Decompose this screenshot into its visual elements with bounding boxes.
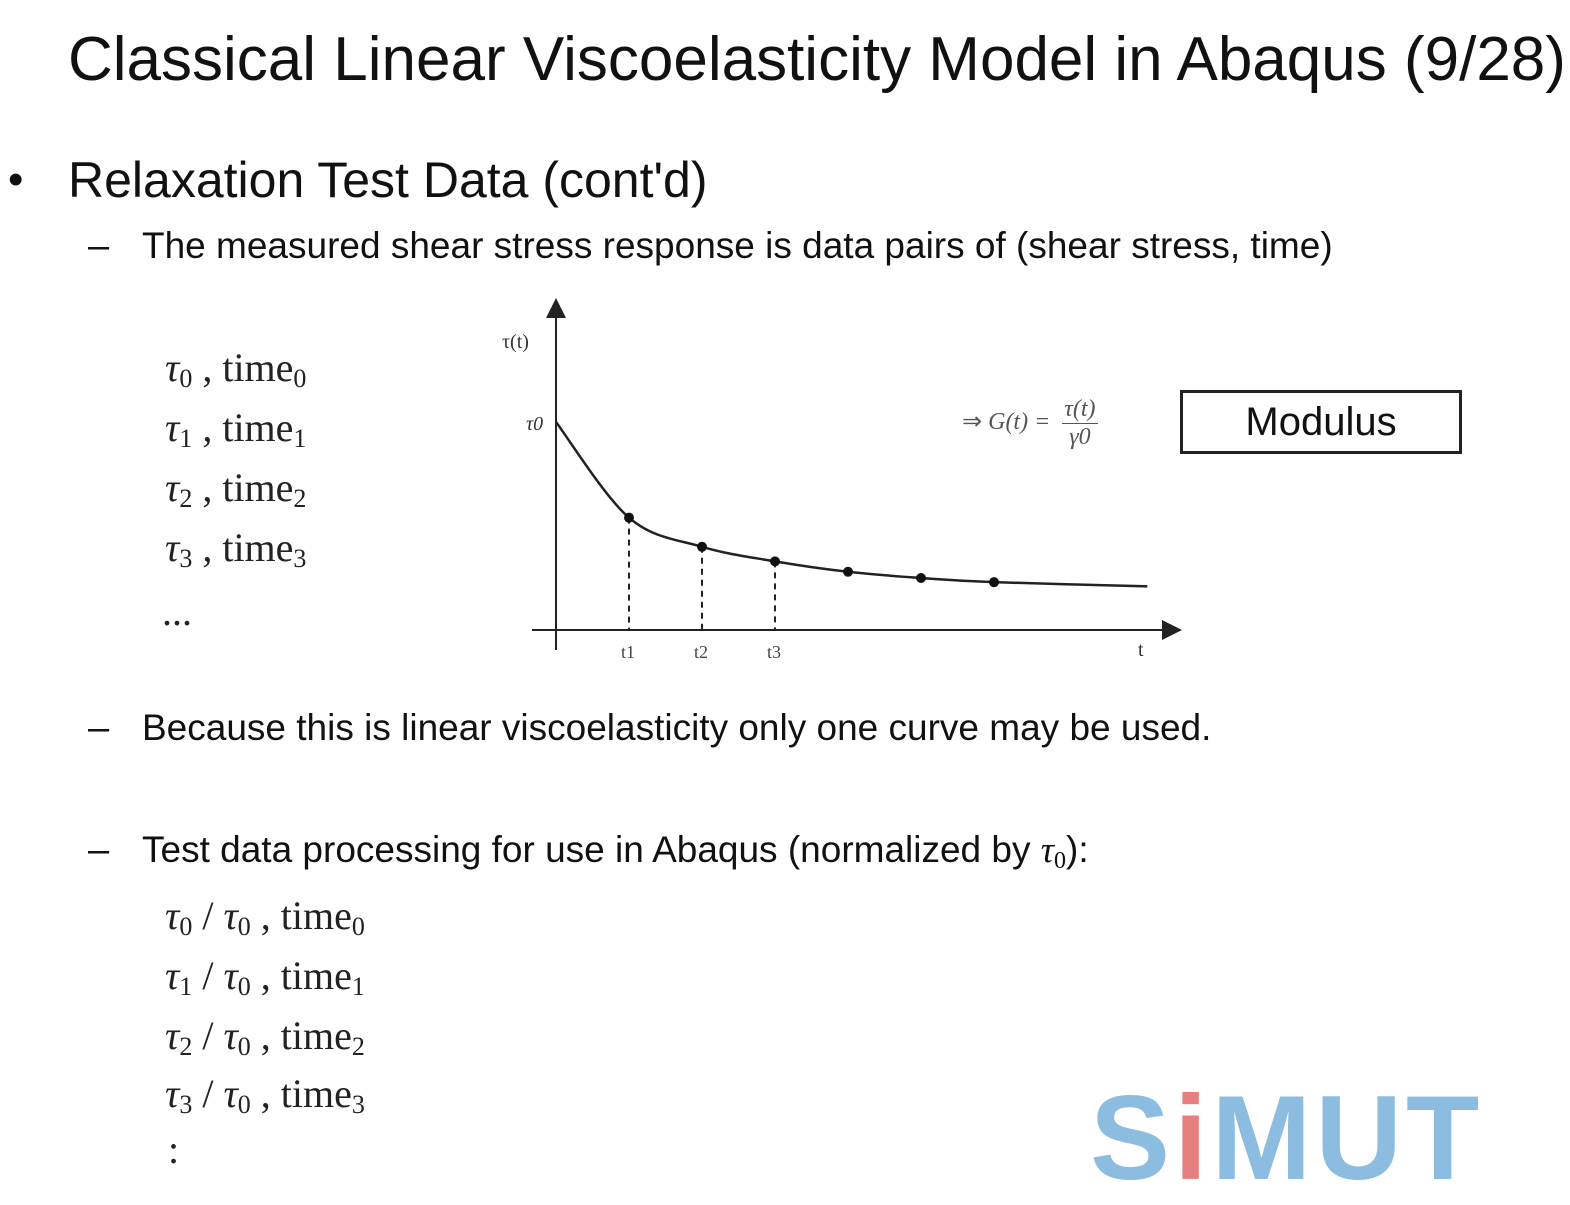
data-point-3 xyxy=(843,566,853,577)
normalized-pair-0: τ0 / τ0 , time0 xyxy=(165,893,365,942)
x-axis-label: t xyxy=(1138,639,1144,661)
data-point-0 xyxy=(624,512,634,523)
sub-point-processing: Test data processing for use in Abaqus (… xyxy=(142,829,1089,875)
normalized-pair-1: τ1 / τ0 , time1 xyxy=(165,953,365,1002)
data-point-4 xyxy=(916,573,926,583)
formula-numerator: τ(t) xyxy=(1062,396,1098,424)
bullet-dot: • xyxy=(8,155,24,204)
normalized-pair-2: τ2 / τ0 , time2 xyxy=(165,1013,365,1062)
data-point-2 xyxy=(770,556,780,567)
bullet-heading: Relaxation Test Data (cont'd) xyxy=(68,152,708,208)
raw-ellipsis: ... xyxy=(162,589,192,634)
y-tick-tau0: τ0 xyxy=(526,413,543,435)
raw-pair-3: τ3 , time3 xyxy=(165,525,307,574)
dash-marker: – xyxy=(88,225,110,267)
x-tick-label-2: t2 xyxy=(694,642,708,662)
normalized-ellipsis: : xyxy=(168,1127,180,1172)
dash-marker: – xyxy=(88,829,110,871)
raw-pair-0: τ0 , time0 xyxy=(165,345,307,394)
y-axis-label: τ(t) xyxy=(502,331,529,353)
x-tick-label-1: t1 xyxy=(621,642,635,662)
formula-lhs: G(t) = xyxy=(988,409,1051,436)
raw-pair-1: τ1 , time1 xyxy=(165,405,307,454)
formula-denominator: γ0 xyxy=(1069,424,1091,450)
dash-marker: – xyxy=(88,707,110,749)
implies-arrow: ⇒ xyxy=(962,409,983,436)
relaxation-chart: τ(t) t τ0 t1 t2 t3 xyxy=(502,298,1182,662)
raw-pair-2: τ2 , time2 xyxy=(165,465,307,514)
page-title: Classical Linear Viscoelasticity Model i… xyxy=(68,25,1566,94)
normalized-pair-3: τ3 / τ0 , time3 xyxy=(165,1071,365,1120)
modulus-formula: ⇒ G(t) = τ(t) γ0 xyxy=(962,396,1098,451)
sub-point-measured: The measured shear stress response is da… xyxy=(142,225,1333,266)
data-point-5 xyxy=(989,577,999,588)
simut-logo: SiMUT xyxy=(1090,1071,1484,1205)
sub-point-linear: Because this is linear viscoelasticity o… xyxy=(142,707,1212,748)
modulus-box: Modulus xyxy=(1180,390,1462,454)
x-tick-label-3: t3 xyxy=(767,642,781,662)
data-point-1 xyxy=(697,541,707,552)
